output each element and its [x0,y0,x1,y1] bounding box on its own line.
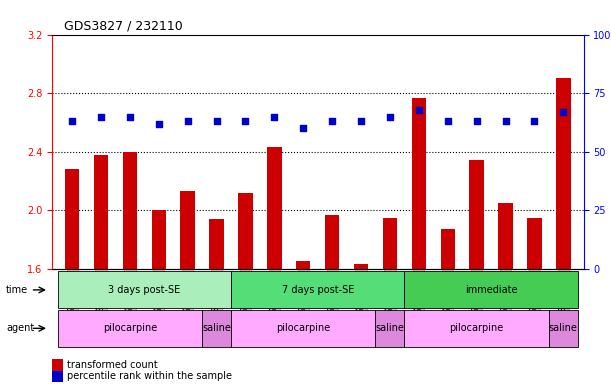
Text: immediate: immediate [465,285,518,295]
Bar [412,98,426,269]
Bar [296,262,310,269]
Point [212,118,222,124]
Text: pilocarpine: pilocarpine [103,323,157,333]
Text: 3 days post-SE: 3 days post-SE [108,285,180,295]
Text: transformed count: transformed count [67,360,158,370]
Bar [469,161,484,269]
Bar [404,310,549,347]
Bar [180,191,195,269]
Point [385,114,395,120]
Bar [65,169,79,269]
Point [327,118,337,124]
Bar [527,218,541,269]
Bar [549,310,578,347]
Bar [202,310,231,347]
Text: percentile rank within the sample: percentile rank within the sample [67,371,232,381]
Point [67,118,77,124]
Point [298,125,308,131]
Bar [382,218,397,269]
Bar [404,271,578,308]
Text: pilocarpine: pilocarpine [450,323,503,333]
Point [269,114,279,120]
Bar [238,193,253,269]
Point [183,118,192,124]
Bar [354,265,368,269]
Text: saline: saline [376,323,404,333]
Bar [123,152,137,269]
Text: 7 days post-SE: 7 days post-SE [282,285,354,295]
Bar [94,155,108,269]
Point [241,118,251,124]
Bar [231,310,376,347]
Point [558,109,568,115]
Bar [210,219,224,269]
Text: GDS3827 / 232110: GDS3827 / 232110 [64,20,183,33]
Bar [325,215,339,269]
Text: saline: saline [549,323,578,333]
Point [414,106,423,113]
Point [472,118,481,124]
Bar [152,210,166,269]
Text: pilocarpine: pilocarpine [276,323,331,333]
Text: time: time [6,285,28,295]
Bar [499,203,513,269]
Point [125,114,135,120]
Bar [57,271,231,308]
Bar [441,229,455,269]
Text: saline: saline [202,323,231,333]
Bar [376,310,404,347]
Point [530,118,540,124]
Bar [57,310,202,347]
Bar [231,271,404,308]
Point [500,118,510,124]
Point [356,118,366,124]
Text: agent: agent [6,323,34,333]
Bar [267,147,282,269]
Point [96,114,106,120]
Point [443,118,453,124]
Bar [556,78,571,269]
Point [154,121,164,127]
